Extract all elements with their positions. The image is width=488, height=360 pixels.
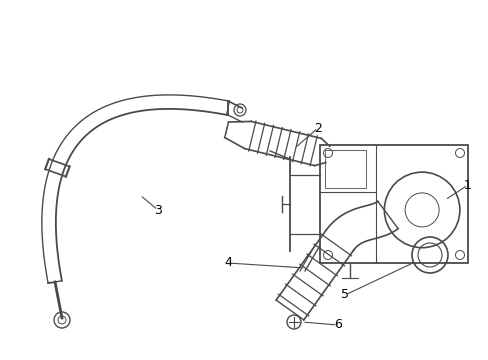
Bar [319,145,467,263]
Text: 6: 6 [333,319,341,332]
Text: 3: 3 [154,203,162,216]
Text: 1: 1 [463,179,471,192]
Text: 5: 5 [340,288,348,302]
Text: 2: 2 [313,122,321,135]
Text: 4: 4 [224,256,231,270]
Bar [325,150,366,188]
